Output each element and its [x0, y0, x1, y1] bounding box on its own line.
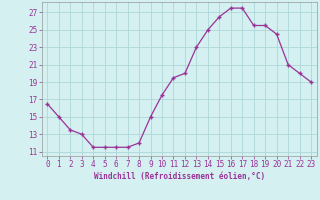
- X-axis label: Windchill (Refroidissement éolien,°C): Windchill (Refroidissement éolien,°C): [94, 172, 265, 181]
